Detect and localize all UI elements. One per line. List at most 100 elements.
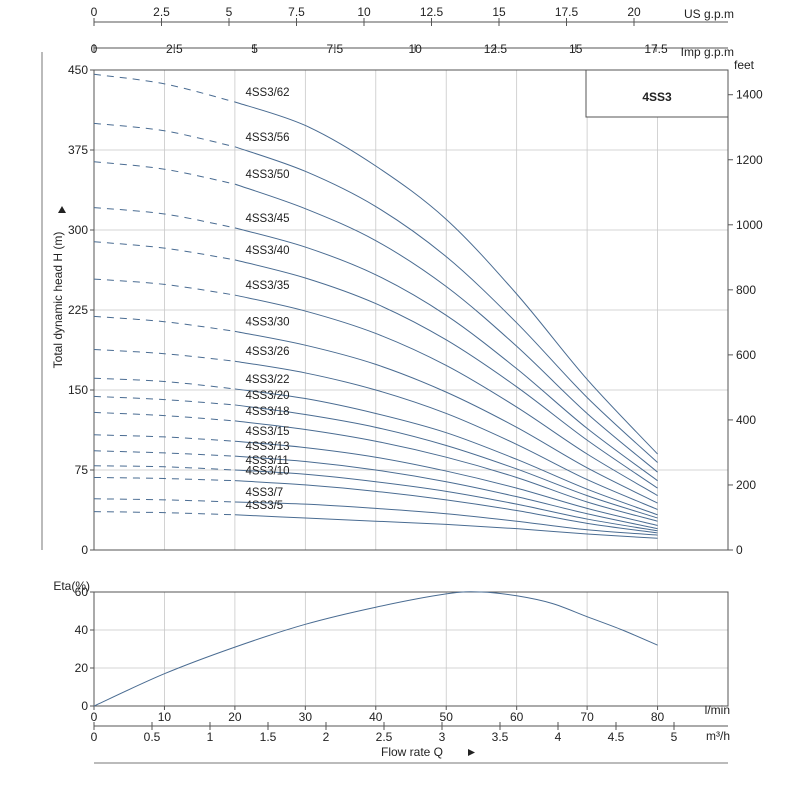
series-label: 4SS3/35 (245, 280, 289, 292)
head-curve-4SS3-7 (234, 501, 658, 536)
m3h-axis-unit: m³/h (706, 729, 730, 743)
m3h-tick-label: 1 (207, 730, 214, 744)
m3h-tick-label: 0 (91, 730, 98, 744)
series-label: 4SS3/10 (245, 466, 289, 478)
x-tick-label: 20 (228, 710, 242, 724)
head-curve-4SS3-50 (234, 183, 658, 473)
m3h-tick-label: 2.5 (376, 730, 393, 744)
m3h-tick-label: 3 (439, 730, 446, 744)
head-curve-4SS3-5 (234, 514, 658, 539)
eff-y-axis-title: Eta(%) (53, 579, 90, 593)
series-label: 4SS3/20 (245, 390, 289, 402)
y2-tick-label: 0 (736, 543, 743, 557)
head-curve-dashed-4SS3-35 (93, 278, 235, 296)
series-label: 4SS3/45 (245, 213, 289, 225)
top-axis-tick-label: 2.5 (153, 5, 170, 19)
m3h-tick-label: 3.5 (492, 730, 509, 744)
head-curve-4SS3-35 (234, 294, 658, 497)
y2-axis-unit: feet (734, 58, 755, 72)
x-tick-label: 60 (510, 710, 524, 724)
y2-tick-label: 1400 (736, 88, 763, 102)
head-curve-4SS3-26 (234, 360, 658, 510)
top-axis-tick-label: 0 (91, 42, 98, 56)
top-axis-tick-label: 5 (226, 5, 233, 19)
y-axis-title: Total dynamic head H (m) (51, 232, 65, 369)
series-label: 4SS3/15 (245, 426, 289, 438)
x-tick-label: 40 (369, 710, 383, 724)
y-tick-label: 375 (68, 143, 88, 157)
x-axis-arrow-icon (468, 749, 475, 756)
head-curve-4SS3-45 (234, 227, 658, 482)
y2-tick-label: 1200 (736, 153, 763, 167)
series-label: 4SS3/40 (245, 245, 289, 257)
series-label: 4SS3/22 (245, 374, 289, 386)
top-axis-tick-label: 7.5 (288, 5, 305, 19)
y-axis-arrow-icon (58, 206, 66, 213)
series-label: 4SS3/13 (245, 441, 289, 453)
eff-y-tick-label: 20 (75, 661, 89, 675)
y-tick-label: 300 (68, 223, 88, 237)
top-axis-unit: US g.p.m (684, 7, 734, 21)
head-curve-4SS3-13 (234, 455, 658, 530)
head-curve-dashed-4SS3-62 (93, 73, 236, 103)
head-curve-4SS3-20 (234, 404, 658, 519)
y2-tick-label: 200 (736, 478, 756, 492)
efficiency-curve (93, 591, 658, 707)
series-label: 4SS3/11 (245, 455, 288, 467)
title-box (585, 69, 729, 118)
head-curve-dashed-4SS3-30 (93, 315, 235, 332)
top-axis-tick-label: 17.5 (555, 5, 579, 19)
series-label: 4SS3/62 (245, 87, 289, 99)
x-tick-label: 50 (440, 710, 454, 724)
y-tick-label: 150 (68, 383, 88, 397)
head-curve-4SS3-62 (234, 101, 658, 455)
m3h-tick-label: 2 (323, 730, 330, 744)
head-curve-4SS3-56 (234, 146, 658, 463)
top-axis-tick-label: 7.5 (327, 42, 344, 56)
x-tick-label: 70 (580, 710, 594, 724)
head-curve-dashed-4SS3-13 (93, 450, 235, 457)
x-tick-label: 10 (158, 710, 172, 724)
m3h-tick-label: 5 (671, 730, 678, 744)
m3h-tick-label: 4 (555, 730, 562, 744)
top-axis-tick-label: 10 (408, 42, 422, 56)
series-label: 4SS3/30 (245, 316, 289, 328)
head-curve-4SS3-22 (234, 388, 658, 516)
head-curve-4SS3-40 (234, 259, 658, 489)
m3h-tick-label: 1.5 (260, 730, 277, 744)
top-axis-tick-label: 12.5 (484, 42, 508, 56)
head-curve-dashed-4SS3-20 (93, 395, 235, 406)
head-curve-dashed-4SS3-50 (93, 161, 235, 185)
top-axis-tick-label: 17.5 (644, 42, 668, 56)
x-tick-label: 30 (299, 710, 313, 724)
x-tick-label: 0 (91, 710, 98, 724)
eff-y-tick-label: 0 (81, 699, 88, 713)
top-axis-unit: Imp g.p.m (681, 45, 734, 59)
head-curve-dashed-4SS3-7 (93, 498, 235, 503)
head-curve-4SS3-15 (234, 440, 658, 526)
top-axis-tick-label: 10 (357, 5, 371, 19)
top-axis-tick-label: 2.5 (166, 42, 183, 56)
top-axis-tick-label: 15 (569, 42, 583, 56)
series-label: 4SS3/7 (245, 487, 283, 499)
head-curve-4SS3-10 (234, 480, 658, 534)
head-curve-4SS3-30 (234, 330, 658, 504)
top-axis-tick-label: 15 (492, 5, 506, 19)
y2-tick-label: 400 (736, 413, 756, 427)
series-label: 4SS3/5 (245, 500, 283, 512)
top-axis-tick-label: 20 (627, 5, 641, 19)
x-axis-title: Flow rate Q (381, 745, 443, 759)
head-curve-dashed-4SS3-40 (93, 241, 235, 261)
y-tick-label: 75 (75, 463, 89, 477)
eff-y-tick-label: 40 (75, 623, 89, 637)
y2-tick-label: 600 (736, 348, 756, 362)
top-axis-tick-label: 12.5 (420, 5, 444, 19)
head-curve-dashed-4SS3-11 (93, 465, 235, 471)
m3h-tick-label: 0.5 (144, 730, 161, 744)
x-axis-unit: l/min (705, 703, 730, 717)
series-label: 4SS3/50 (245, 169, 289, 181)
head-curve-dashed-4SS3-18 (93, 411, 235, 422)
head-curve-dashed-4SS3-22 (93, 377, 235, 390)
